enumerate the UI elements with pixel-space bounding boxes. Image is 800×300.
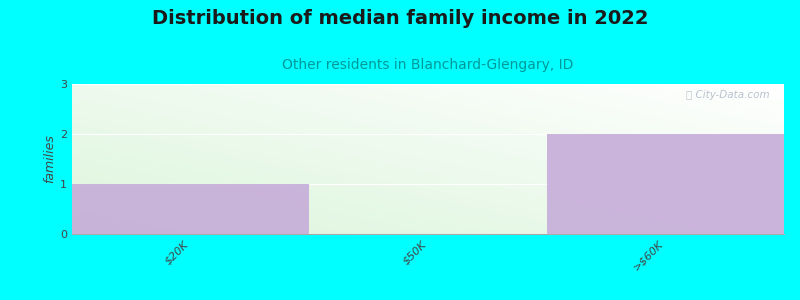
Bar: [546, 134, 784, 234]
Text: Distribution of median family income in 2022: Distribution of median family income in …: [152, 9, 648, 28]
Text: ⓘ City-Data.com: ⓘ City-Data.com: [686, 90, 770, 100]
Text: Other residents in Blanchard-Glengary, ID: Other residents in Blanchard-Glengary, I…: [282, 58, 574, 72]
Y-axis label: families: families: [43, 135, 56, 183]
Bar: [72, 184, 310, 234]
